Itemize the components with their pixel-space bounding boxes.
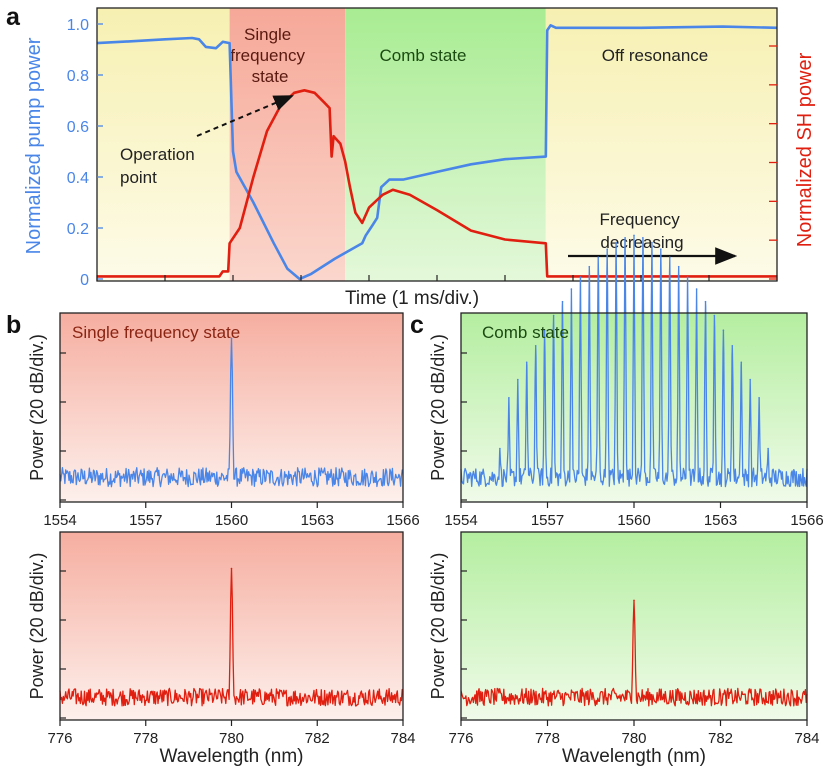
left-tick-label: 0.6	[67, 119, 89, 136]
left-tick-label: 0.8	[67, 68, 89, 85]
panel-a-right-axis-label: Normalized SH power	[794, 52, 816, 247]
spectrum-peak	[552, 314, 555, 317]
spectrum-peak	[740, 361, 743, 364]
spectrum-peak	[525, 361, 528, 364]
panel-letter-b: b	[6, 311, 21, 339]
x-axis-label: Wavelength (nm)	[160, 746, 304, 767]
spectrum-peak	[713, 314, 716, 317]
region-single-frequency-state	[229, 8, 346, 281]
x-tick-label: 1566	[386, 512, 419, 529]
panel-letter-c: c	[410, 311, 424, 339]
spectrum-peak	[731, 345, 734, 347]
region-comb-state	[345, 8, 546, 281]
panel-title: Comb state	[482, 323, 569, 342]
x-tick-label: 1554	[43, 512, 76, 529]
spectrum-peak	[651, 241, 653, 244]
spectrum-peak	[642, 237, 644, 239]
x-tick-label: 1557	[531, 512, 564, 529]
x-tick-label: 1566	[790, 512, 823, 529]
y-axis-label: Power (20 dB/div.)	[428, 334, 448, 481]
spectrum-peak	[758, 397, 760, 399]
panel-b-top: 1554 1557 1560 1563 1566 Single frequency sta…	[27, 312, 420, 529]
spectrum-peak	[561, 300, 564, 303]
spectrum-peak	[579, 276, 582, 279]
spectrum-peak	[686, 276, 689, 279]
left-tick-label: 0.2	[67, 221, 89, 238]
panel-c-bottom: 776 778 780 782 784 Power (20 dB/div.) Wavelen…	[428, 531, 820, 767]
spectrum-peak	[508, 397, 510, 399]
x-tick-label: 1563	[301, 512, 334, 529]
region-off-resonance	[545, 8, 777, 281]
x-tick-label: 778	[535, 730, 560, 747]
spectrum-peak	[499, 447, 501, 450]
region-label-comb-state: Comb state	[380, 46, 467, 65]
x-tick-label: 1557	[129, 512, 162, 529]
y-axis-label: Power (20 dB/div.)	[27, 334, 47, 481]
x-tick-label: 776	[448, 730, 473, 747]
panel-a-left-axis-label: Normalized pump power	[23, 37, 45, 254]
left-tick-label: 0.4	[67, 170, 89, 187]
spectrum-peak	[517, 378, 519, 381]
x-tick-label: 784	[390, 730, 415, 747]
region-label-off-resonance: Off resonance	[602, 46, 708, 65]
x-tick-label: 782	[305, 730, 330, 747]
y-axis-label: Power (20 dB/div.)	[27, 553, 47, 700]
spectrum-peak	[749, 378, 751, 381]
panel-title: Single frequency state	[72, 323, 240, 342]
operation-point-annotation: Operation point	[120, 145, 199, 187]
spectrum-peak	[767, 447, 769, 450]
spectrum-peak	[606, 248, 608, 250]
spectrum-peak	[633, 234, 635, 237]
spectrum-peak	[230, 337, 233, 340]
panel-c-top: 1554 1557 1560 1563 1566 Comb state Power (20 …	[428, 234, 824, 529]
spectrum-peak	[660, 248, 662, 250]
x-tick-label: 782	[708, 730, 733, 747]
spectrum-peak	[230, 567, 233, 570]
x-tick-label: 778	[133, 730, 158, 747]
operation-point-arrow	[196, 95, 294, 137]
spectrum-peak	[597, 256, 599, 259]
frequency-annotation: Frequency decreasing	[599, 210, 684, 252]
panel-a-x-axis-label: Time (1 ms/div.)	[345, 288, 479, 309]
spectrum-peak	[704, 300, 707, 303]
spectrum-peak	[543, 329, 546, 332]
x-tick-label: 780	[219, 730, 244, 747]
region-yellow-0	[97, 8, 230, 281]
panel-background	[60, 532, 403, 720]
x-tick-label: 780	[621, 730, 646, 747]
x-axis-label: Wavelength (nm)	[562, 746, 706, 767]
spectrum-peak	[633, 599, 635, 602]
x-tick-label: 1554	[444, 512, 477, 529]
spectrum-peak	[677, 265, 680, 268]
spectrum-peak	[695, 288, 698, 290]
pump-power-line	[96, 24, 778, 281]
panel-letter-a: a	[6, 3, 21, 31]
left-tick-label: 0	[80, 272, 89, 289]
spectrum-peak	[624, 237, 626, 239]
spectrum-peak	[669, 256, 671, 259]
sh-power-line	[97, 89, 777, 278]
spectrum-peak	[722, 329, 725, 332]
y-axis-label: Power (20 dB/div.)	[428, 553, 448, 700]
spectrum-peak	[615, 241, 617, 244]
panel-a: Single frequency state Comb state Off re…	[6, 3, 816, 309]
spectrum-peak	[534, 345, 537, 347]
x-tick-label: 1560	[617, 512, 650, 529]
panel-b-bottom: 776 778 780 782 784 Power (20 dB/div.) Wavelen…	[27, 531, 416, 767]
region-label-single-frequency: Single frequency state	[230, 25, 309, 86]
x-tick-label: 776	[47, 730, 72, 747]
x-tick-label: 1563	[704, 512, 737, 529]
left-tick-label: 1.0	[67, 17, 89, 34]
spectrum-peak	[588, 265, 591, 268]
x-tick-label: 1560	[215, 512, 248, 529]
spectrum-peak	[570, 288, 573, 290]
x-tick-label: 784	[794, 730, 819, 747]
